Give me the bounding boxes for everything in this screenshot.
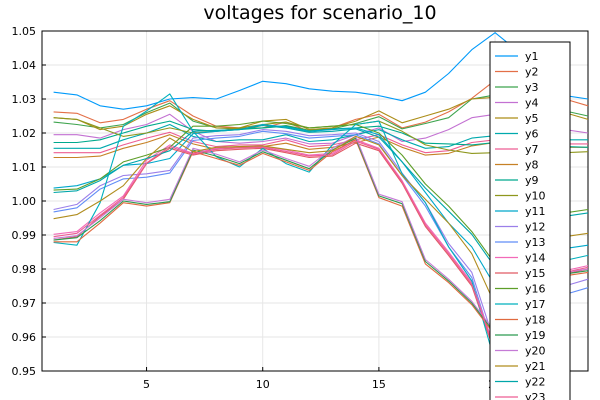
y-tick-label: 0.95 <box>12 365 37 378</box>
legend-label-y11: y11 <box>525 205 546 218</box>
y-tick-label: 1.02 <box>12 127 37 140</box>
legend-label-y9: y9 <box>525 174 539 187</box>
legend: y1 y2 y3 y4 y5 y6 y7 y8 y9 y10 y11 y12 y13 y14 y15 y16 y… <box>489 41 571 400</box>
legend-label-y5: y5 <box>525 112 539 125</box>
legend-label-y19: y19 <box>525 329 546 342</box>
x-tick-label: 5 <box>143 378 150 391</box>
legend-label-y12: y12 <box>525 221 546 234</box>
legend-label-y16: y16 <box>525 283 546 296</box>
legend-label-y6: y6 <box>525 128 539 141</box>
legend-label-y13: y13 <box>525 236 546 249</box>
x-tick-label: 15 <box>372 378 386 391</box>
y-tick-label: 1.03 <box>12 93 37 106</box>
legend-label-y3: y3 <box>525 81 539 94</box>
series-line-y1 <box>53 32 589 110</box>
x-tick-label: 10 <box>256 378 270 391</box>
legend-label-y23: y23 <box>525 391 546 400</box>
legend-label-y8: y8 <box>525 159 539 172</box>
y-tick-label: 1.01 <box>12 161 37 174</box>
legend-label-y4: y4 <box>525 97 539 110</box>
legend-label-y22: y22 <box>525 376 546 389</box>
legend-label-y2: y2 <box>525 66 539 79</box>
y-tick-label: 0.96 <box>12 331 37 344</box>
y-tick-label: 1.00 <box>12 195 37 208</box>
legend-label-y1: y1 <box>525 50 539 63</box>
y-tick-label: 0.99 <box>12 229 37 242</box>
chart-title: voltages for scenario_10 <box>203 2 436 24</box>
legend-label-y17: y17 <box>525 298 546 311</box>
legend-label-y15: y15 <box>525 267 546 280</box>
y-tick-label: 1.05 <box>12 25 37 38</box>
legend-label-y7: y7 <box>525 143 539 156</box>
legend-label-y14: y14 <box>525 252 546 265</box>
y-tick-label: 1.04 <box>12 59 37 72</box>
legend-box <box>489 41 571 400</box>
legend-label-y18: y18 <box>525 314 546 327</box>
y-tick-label: 0.98 <box>12 263 37 276</box>
legend-label-y20: y20 <box>525 345 546 358</box>
legend-label-y21: y21 <box>525 360 546 373</box>
legend-label-y10: y10 <box>525 190 546 203</box>
y-tick-label: 0.97 <box>12 297 37 310</box>
